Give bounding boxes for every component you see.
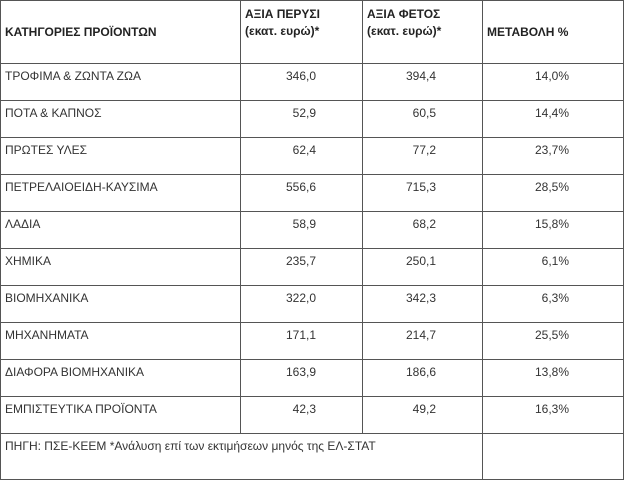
table-row: ΠΡΩΤΕΣ ΥΛΕΣ 62,4 77,2 23,7% [0, 137, 624, 175]
table-row: ΔΙΑΦΟΡΑ ΒΙΟΜΗΧΑΝΙΚΑ 163,9 186,6 13,8% [0, 359, 624, 397]
cell-this-year: 68,2 [362, 211, 483, 249]
cell-this-year: 250,1 [362, 248, 483, 286]
cell-change: 14,0% [482, 63, 624, 101]
cell-this-year: 394,4 [362, 63, 483, 101]
cell-this-year: 77,2 [362, 137, 483, 175]
cell-last-year: 235,7 [240, 248, 363, 286]
table-row: ΜΗΧΑΝΗΜΑΤΑ 171,1 214,7 25,5% [0, 322, 624, 360]
header-this-year-line1: ΑΞΙΑ ΦΕΤΟΣ [367, 7, 441, 21]
cell-last-year: 322,0 [240, 285, 363, 323]
header-change-label: ΜΕΤΑΒΟΛΗ % [487, 25, 569, 39]
table-footer-row: ΠΗΓΗ: ΠΣΕ-ΚΕΕΜ *Ανάλυση επί των εκτιμήσε… [0, 433, 624, 480]
cell-change: 6,3% [482, 285, 624, 323]
header-this-year-line2: (εκατ. ευρώ)* [367, 24, 442, 38]
cell-this-year: 186,6 [362, 359, 483, 397]
cell-last-year: 58,9 [240, 211, 363, 249]
table-row: ΤΡΟΦΙΜΑ & ΖΩΝΤΑ ΖΩΑ 346,0 394,4 14,0% [0, 63, 624, 101]
cell-category: ΔΙΑΦΟΡΑ ΒΙΟΜΗΧΑΝΙΚΑ [0, 359, 241, 397]
cell-category: ΛΑΔΙΑ [0, 211, 241, 249]
table-row: ΠΟΤΑ & ΚΑΠΝΟΣ 52,9 60,5 14,4% [0, 100, 624, 138]
cell-last-year: 556,6 [240, 174, 363, 212]
cell-last-year: 163,9 [240, 359, 363, 397]
table-row: ΒΙΟΜΗΧΑΝΙΚΑ 322,0 342,3 6,3% [0, 285, 624, 323]
cell-this-year: 60,5 [362, 100, 483, 138]
table-row: ΧΗΜΙΚΑ 235,7 250,1 6,1% [0, 248, 624, 286]
cell-change: 25,5% [482, 322, 624, 360]
cell-last-year: 62,4 [240, 137, 363, 175]
cell-change: 28,5% [482, 174, 624, 212]
cell-last-year: 171,1 [240, 322, 363, 360]
footer-empty-cell [482, 433, 624, 480]
cell-change: 15,8% [482, 211, 624, 249]
cell-category: ΧΗΜΙΚΑ [0, 248, 241, 286]
header-last-year-line1: ΑΞΙΑ ΠΕΡΥΣΙ [245, 7, 320, 21]
table-row: ΕΜΠΙΣΤΕΥΤΙΚΑ ΠΡΟΪΟΝΤΑ 42,3 49,2 16,3% [0, 396, 624, 434]
cell-change: 16,3% [482, 396, 624, 434]
table-header-row: ΚΑΤΗΓΟΡΙΕΣ ΠΡΟΪΟΝΤΩΝ ΑΞΙΑ ΠΕΡΥΣΙ (εκατ. … [0, 0, 624, 64]
cell-this-year: 715,3 [362, 174, 483, 212]
cell-change: 13,8% [482, 359, 624, 397]
cell-category: ΕΜΠΙΣΤΕΥΤΙΚΑ ΠΡΟΪΟΝΤΑ [0, 396, 241, 434]
cell-last-year: 42,3 [240, 396, 363, 434]
table-row: ΛΑΔΙΑ 58,9 68,2 15,8% [0, 211, 624, 249]
cell-category: ΠΡΩΤΕΣ ΥΛΕΣ [0, 137, 241, 175]
cell-category: ΒΙΟΜΗΧΑΝΙΚΑ [0, 285, 241, 323]
header-category: ΚΑΤΗΓΟΡΙΕΣ ΠΡΟΪΟΝΤΩΝ [0, 0, 241, 64]
header-category-label: ΚΑΤΗΓΟΡΙΕΣ ΠΡΟΪΟΝΤΩΝ [5, 25, 157, 39]
header-change: ΜΕΤΑΒΟΛΗ % [482, 0, 624, 64]
cell-category: ΤΡΟΦΙΜΑ & ΖΩΝΤΑ ΖΩΑ [0, 63, 241, 101]
table-row: ΠΕΤΡΕΛΑΙΟΕΙΔΗ-ΚΑΥΣΙΜΑ 556,6 715,3 28,5% [0, 174, 624, 212]
cell-this-year: 342,3 [362, 285, 483, 323]
cell-change: 23,7% [482, 137, 624, 175]
header-last-year-line2: (εκατ. ευρώ)* [245, 24, 320, 38]
cell-this-year: 49,2 [362, 396, 483, 434]
header-this-year: ΑΞΙΑ ΦΕΤΟΣ (εκατ. ευρώ)* [362, 0, 483, 64]
cell-last-year: 346,0 [240, 63, 363, 101]
cell-category: ΜΗΧΑΝΗΜΑΤΑ [0, 322, 241, 360]
cell-category: ΠΟΤΑ & ΚΑΠΝΟΣ [0, 100, 241, 138]
cell-change: 6,1% [482, 248, 624, 286]
cell-change: 14,4% [482, 100, 624, 138]
cell-category: ΠΕΤΡΕΛΑΙΟΕΙΔΗ-ΚΑΥΣΙΜΑ [0, 174, 241, 212]
source-note: ΠΗΓΗ: ΠΣΕ-ΚΕΕΜ *Ανάλυση επί των εκτιμήσε… [0, 433, 483, 480]
cell-this-year: 214,7 [362, 322, 483, 360]
cell-last-year: 52,9 [240, 100, 363, 138]
header-last-year: ΑΞΙΑ ΠΕΡΥΣΙ (εκατ. ευρώ)* [240, 0, 363, 64]
